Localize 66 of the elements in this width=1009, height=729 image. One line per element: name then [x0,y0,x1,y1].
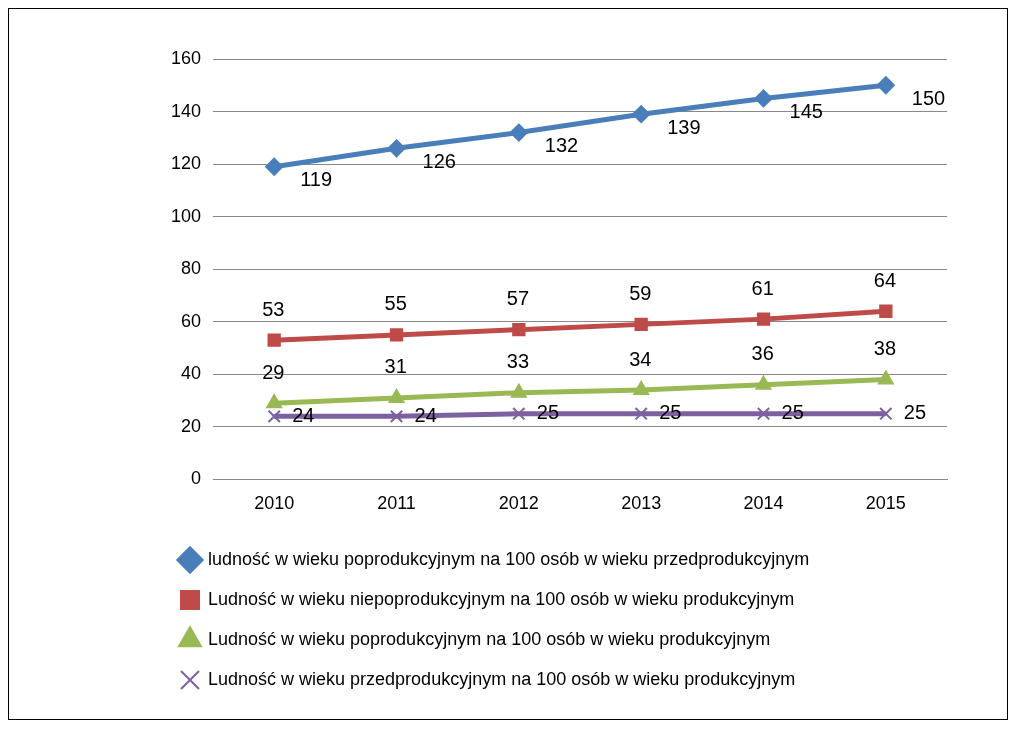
x-tick-label: 2014 [743,493,784,514]
point [266,394,283,409]
data-label: 24 [292,403,315,426]
data-label: 126 [422,149,456,172]
data-label: 25 [536,401,560,424]
point [509,123,528,142]
data-label: 64 [873,268,897,291]
legend-label: Ludność w wieku poprodukcyjnym na 100 osób w wieku produkcyjnym [208,628,771,649]
legend-label: Ludność w wieku przedprodukcyjnym na 100 osób w wieku produkcyjnym [208,668,796,689]
point [389,409,404,423]
point [754,89,773,108]
point [879,407,893,421]
data-label: 29 [262,360,285,383]
point [632,105,651,124]
y-tick-label: 60 [181,310,202,331]
point [755,375,772,390]
data-label: 55 [384,292,407,315]
point [267,409,281,423]
data-label: 33 [506,350,530,373]
x-tick-label: 2015 [865,493,906,514]
data-label: 57 [506,287,530,310]
point [265,157,284,176]
data-label: 61 [751,276,774,299]
x-tick-label: 2010 [254,493,295,514]
data-label: 25 [659,401,682,424]
x-tick-label: 2011 [377,493,416,514]
point [633,381,650,396]
y-tick-label: 20 [181,415,202,436]
point [267,333,281,347]
data-label: 145 [789,99,823,122]
y-tick-label: 40 [181,363,202,384]
y-tick-label: 160 [170,47,202,68]
point [634,407,648,421]
data-label: 25 [903,401,927,424]
y-tick-label: 0 [191,468,202,489]
data-label: 38 [873,337,897,360]
data-label: 31 [384,355,407,378]
y-tick-label: 80 [181,258,202,279]
data-label: 25 [781,401,804,424]
point [756,407,771,421]
x-tick-label: 2012 [498,493,539,514]
point [877,370,894,385]
x-tick-label: 2013 [621,493,662,514]
point [389,328,404,342]
point [756,312,771,326]
data-label: 119 [300,168,333,191]
data-label: 150 [911,86,946,109]
point [879,304,893,318]
point [512,407,526,421]
data-label: 139 [667,115,701,138]
point [512,322,526,337]
point [634,317,648,332]
legend-label: Ludność w wieku niepoprodukcyjnym na 100 osób w wieku produkcyjnym [208,588,795,609]
y-tick-label: 120 [170,153,202,174]
data-label: 36 [751,342,774,365]
legend-label: ludność w wieku poprodukcyjnym na 100 osób w wieku przedprodukcyjnym [208,548,810,569]
y-tick-label: 140 [170,100,202,121]
data-label: 53 [262,297,285,320]
point [510,383,527,398]
data-label: 59 [629,281,652,304]
point [387,139,406,158]
point [876,76,895,95]
y-tick-label: 100 [170,205,202,226]
data-label: 34 [629,347,652,370]
point [388,388,405,403]
data-label: 132 [544,134,579,157]
